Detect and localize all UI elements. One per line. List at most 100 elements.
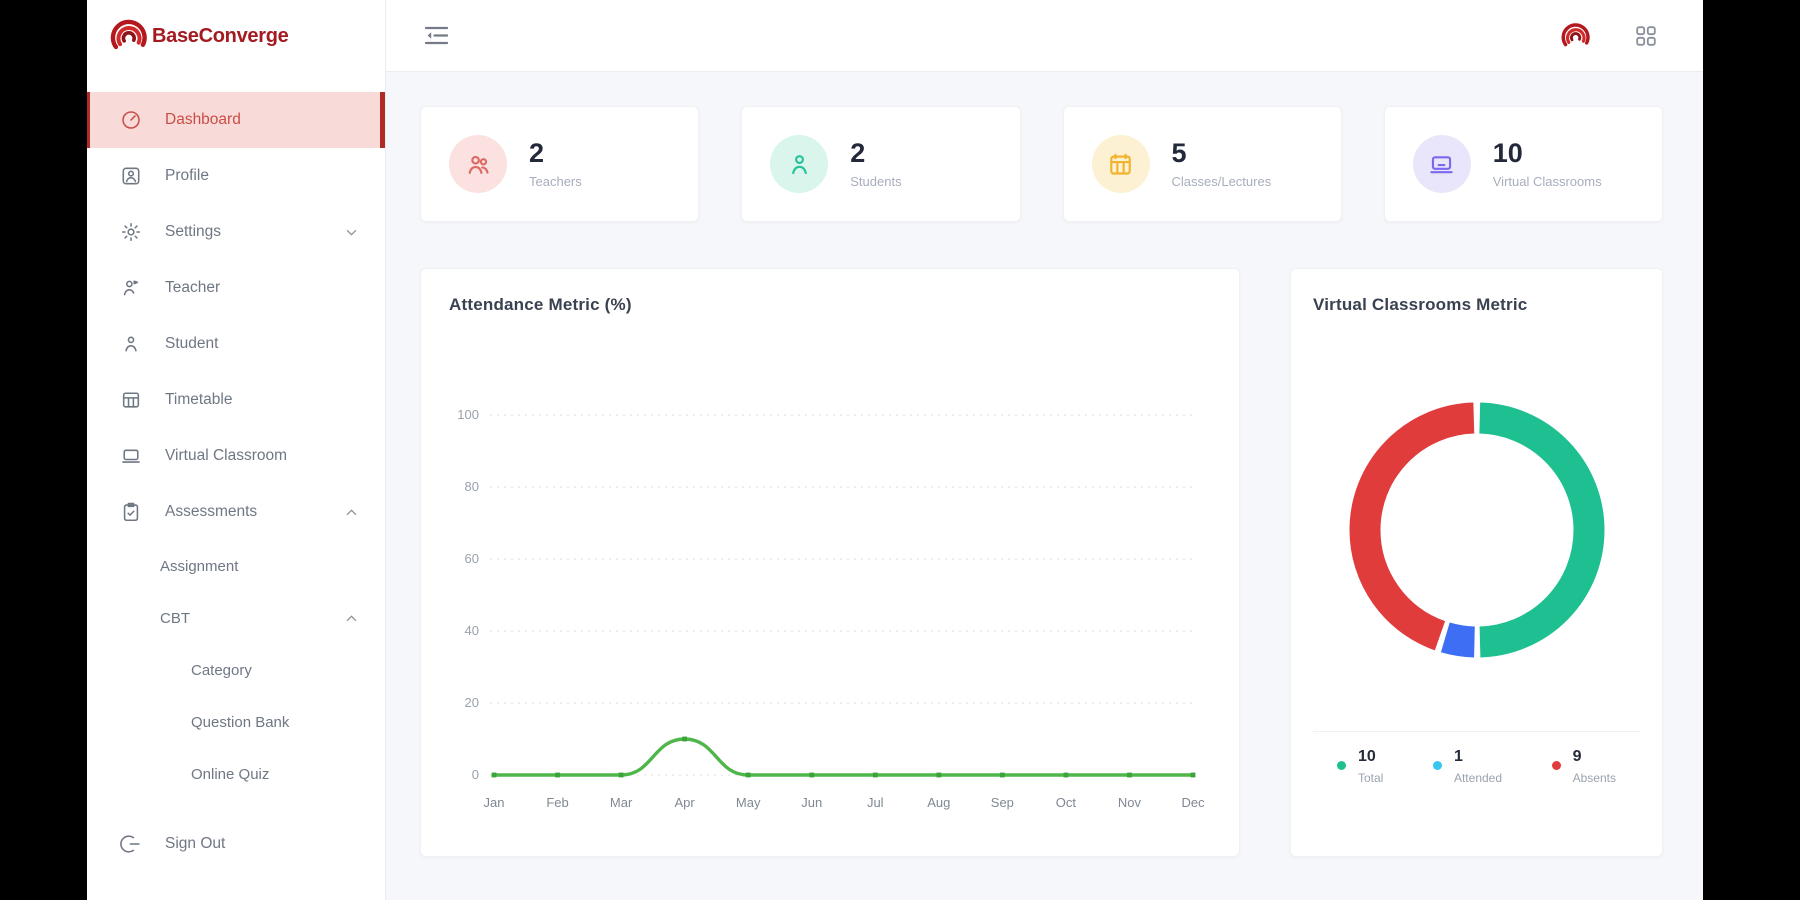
sidebar-item-label: Settings	[165, 223, 222, 240]
sidebar-item-question-bank[interactable]: Question Bank	[87, 696, 385, 748]
sidebar-menu: Dashboard Profile Settings	[87, 92, 385, 872]
brand: BaseConverge	[87, 0, 385, 72]
svg-text:Oct: Oct	[1056, 795, 1077, 810]
legend-dot-attended	[1432, 761, 1442, 770]
sidebar-item-label: Assessments	[165, 503, 258, 520]
sidebar-item-settings[interactable]: Settings	[87, 204, 385, 260]
stat-card-students: 2 Students	[741, 106, 1021, 222]
apps-grid-icon[interactable]	[1635, 25, 1657, 47]
legend-item-attended: 1 Attended	[1432, 748, 1503, 785]
calendar-icon	[1091, 135, 1150, 193]
sidebar-item-label: Question Bank	[191, 713, 290, 731]
sidebar-item-timetable[interactable]: Timetable	[87, 372, 385, 428]
chevron-down-icon	[346, 229, 357, 236]
main-content: 2 Teachers 2 Students	[385, 72, 1703, 900]
stat-label: Students	[850, 173, 902, 189]
svg-text:Jul: Jul	[867, 795, 884, 810]
legend-divider	[1313, 731, 1640, 732]
stat-card-classes: 5 Classes/Lectures	[1062, 106, 1342, 222]
svg-text:Nov: Nov	[1118, 795, 1142, 810]
profile-icon	[120, 165, 142, 187]
stats-row: 2 Teachers 2 Students	[420, 106, 1663, 222]
svg-text:60: 60	[465, 551, 479, 566]
sidebar-item-virtual-classroom[interactable]: Virtual Classroom	[87, 428, 385, 484]
svg-text:Jun: Jun	[801, 795, 822, 810]
laptop-icon	[120, 445, 142, 467]
sidebar-item-cbt[interactable]: CBT	[87, 592, 385, 644]
stat-label: Virtual Classrooms	[1492, 173, 1602, 189]
signout-icon	[120, 833, 142, 855]
student-icon	[120, 333, 142, 355]
legend-dot-absents	[1551, 761, 1561, 770]
sidebar-item-sign-out[interactable]: Sign Out	[87, 816, 385, 872]
virtual-classroom-icon	[1412, 135, 1471, 193]
svg-text:Sep: Sep	[991, 795, 1014, 810]
stat-card-teachers: 2 Teachers	[420, 106, 700, 222]
stat-card-virtual-classrooms: 10 Virtual Classrooms	[1383, 106, 1663, 222]
legend-dot-total	[1337, 761, 1346, 770]
sidebar-item-assignment[interactable]: Assignment	[87, 540, 385, 592]
legend-label: Absents	[1572, 771, 1616, 785]
sidebar-item-label: Profile	[165, 167, 209, 184]
sidebar-item-label: CBT	[160, 609, 190, 627]
svg-text:Aug: Aug	[927, 795, 950, 810]
virtual-classrooms-donut-chart	[1349, 402, 1604, 658]
legend-label: Attended	[1453, 771, 1503, 785]
legend-value: 1	[1453, 748, 1463, 765]
attendance-line-chart: 0 20 40 60 80 100 Jan Feb Mar Apr May Jun Jul Aug Sep O…	[457, 407, 1205, 810]
legend-value: 9	[1572, 748, 1582, 765]
svg-text:May: May	[736, 795, 761, 810]
timetable-icon	[120, 389, 142, 411]
charts-row: Attendance Metric (%) 0 20 40 60 80 100 Jan Feb…	[420, 268, 1663, 857]
virtual-classrooms-metric-card: Virtual Classrooms Metric 10 Total	[1290, 268, 1663, 857]
chevron-up-icon	[346, 508, 357, 516]
top-header	[385, 0, 1703, 72]
sidebar-item-category[interactable]: Category	[87, 644, 385, 696]
sidebar-item-student[interactable]: Student	[87, 316, 385, 372]
stat-value: 10	[1492, 137, 1523, 168]
svg-text:80: 80	[465, 479, 479, 494]
sidebar-item-online-quiz[interactable]: Online Quiz	[87, 748, 385, 800]
teachers-icon	[449, 135, 507, 193]
svg-text:40: 40	[465, 623, 479, 638]
sidebar-item-label: Assignment	[160, 557, 239, 575]
sidebar-item-label: Teacher	[165, 279, 221, 296]
gear-icon	[120, 221, 142, 243]
legend-value: 10	[1358, 748, 1376, 765]
svg-text:Dec: Dec	[1181, 795, 1205, 810]
legend-item-total: 10 Total	[1337, 748, 1383, 785]
chevron-up-icon	[346, 614, 357, 622]
svg-text:Mar: Mar	[610, 795, 633, 810]
teacher-icon	[120, 277, 142, 299]
sidebar-item-teacher[interactable]: Teacher	[87, 260, 385, 316]
stat-label: Teachers	[529, 173, 582, 189]
brand-name: BaseConverge	[152, 24, 289, 47]
assessments-icon	[120, 501, 142, 523]
sidebar-item-assessments[interactable]: Assessments	[87, 484, 385, 540]
sidebar-item-label: Student	[165, 335, 219, 352]
student-badge-icon	[770, 135, 829, 193]
sidebar-item-profile[interactable]: Profile	[87, 148, 385, 204]
speedometer-icon	[120, 109, 142, 131]
header-right	[1557, 18, 1657, 54]
sidebar-fold-icon[interactable]	[425, 26, 448, 45]
sidebar-item-label: Sign Out	[165, 835, 226, 852]
stat-label: Classes/Lectures	[1171, 173, 1272, 189]
sidebar-item-label: Online Quiz	[191, 765, 270, 783]
svg-text:Jan: Jan	[484, 795, 505, 810]
attendance-metric-card: Attendance Metric (%) 0 20 40 60 80 100 Jan Feb…	[420, 268, 1240, 857]
sidebar-item-dashboard[interactable]: Dashboard	[87, 92, 385, 148]
legend-item-absents: 9 Absents	[1551, 748, 1616, 785]
sidebar-item-label: Dashboard	[165, 111, 241, 128]
svg-text:0: 0	[472, 767, 479, 782]
svg-text:Apr: Apr	[675, 795, 696, 810]
brand-swirl-icon	[1557, 18, 1593, 54]
stat-value: 2	[529, 137, 545, 168]
brand-swirl-icon	[105, 13, 151, 59]
stat-value: 5	[1171, 137, 1187, 168]
donut-chart-title: Virtual Classrooms Metric	[1313, 295, 1528, 314]
sidebar-item-label: Virtual Classroom	[165, 447, 288, 464]
svg-text:100: 100	[457, 407, 479, 422]
attendance-chart-title: Attendance Metric (%)	[449, 295, 632, 314]
sidebar-item-label: Timetable	[165, 391, 233, 408]
